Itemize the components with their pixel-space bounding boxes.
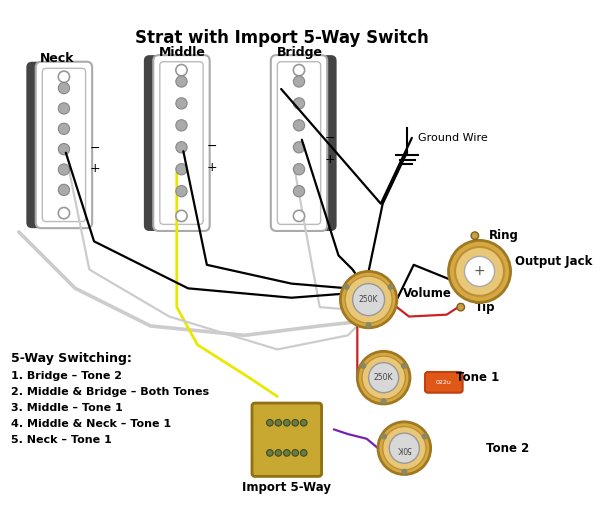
- Text: +: +: [89, 162, 100, 174]
- Circle shape: [301, 420, 307, 426]
- Circle shape: [176, 98, 187, 109]
- Circle shape: [368, 363, 398, 392]
- Circle shape: [266, 420, 273, 426]
- Text: Bridge: Bridge: [277, 46, 322, 59]
- Circle shape: [293, 64, 305, 76]
- Text: 022u: 022u: [436, 380, 452, 385]
- Circle shape: [388, 285, 393, 289]
- FancyBboxPatch shape: [144, 55, 200, 231]
- Circle shape: [292, 420, 299, 426]
- Circle shape: [344, 285, 349, 289]
- Circle shape: [353, 283, 385, 315]
- Circle shape: [455, 247, 504, 296]
- Circle shape: [362, 356, 405, 399]
- Circle shape: [358, 351, 410, 404]
- FancyBboxPatch shape: [43, 68, 86, 222]
- Circle shape: [457, 303, 464, 311]
- Circle shape: [361, 364, 365, 368]
- Circle shape: [176, 141, 187, 153]
- Circle shape: [176, 76, 187, 87]
- Text: Ground Wire: Ground Wire: [418, 133, 488, 143]
- Text: Import 5-Way: Import 5-Way: [242, 481, 331, 494]
- Circle shape: [340, 271, 397, 328]
- Circle shape: [381, 399, 386, 403]
- FancyBboxPatch shape: [280, 55, 337, 231]
- Text: Volume: Volume: [403, 288, 451, 300]
- Circle shape: [176, 210, 187, 222]
- Circle shape: [176, 185, 187, 197]
- Circle shape: [301, 450, 307, 456]
- Circle shape: [58, 71, 70, 82]
- Circle shape: [176, 64, 187, 76]
- FancyBboxPatch shape: [153, 55, 209, 231]
- Text: 250K: 250K: [359, 295, 379, 304]
- Circle shape: [58, 103, 70, 114]
- Text: 1. Bridge – Tone 2: 1. Bridge – Tone 2: [11, 371, 122, 381]
- FancyBboxPatch shape: [277, 62, 320, 224]
- Circle shape: [345, 276, 392, 323]
- Circle shape: [58, 82, 70, 94]
- Circle shape: [275, 420, 281, 426]
- Text: 2. Middle & Bridge – Both Tones: 2. Middle & Bridge – Both Tones: [11, 387, 209, 397]
- Circle shape: [283, 450, 290, 456]
- Circle shape: [283, 420, 290, 426]
- Text: −: −: [89, 141, 100, 155]
- Circle shape: [401, 364, 406, 368]
- FancyBboxPatch shape: [425, 372, 463, 392]
- Text: Strat with Import 5-Way Switch: Strat with Import 5-Way Switch: [135, 29, 429, 47]
- Circle shape: [266, 450, 273, 456]
- Circle shape: [471, 232, 479, 239]
- Circle shape: [293, 98, 305, 109]
- FancyBboxPatch shape: [271, 55, 327, 231]
- Circle shape: [58, 144, 70, 155]
- Text: 3. Middle – Tone 1: 3. Middle – Tone 1: [11, 403, 123, 413]
- FancyBboxPatch shape: [36, 62, 92, 228]
- Text: +: +: [207, 161, 217, 174]
- Text: 4. Middle & Neck – Tone 1: 4. Middle & Neck – Tone 1: [11, 419, 172, 429]
- Text: Tone 1: Tone 1: [456, 371, 499, 384]
- Circle shape: [366, 323, 371, 328]
- FancyBboxPatch shape: [26, 62, 83, 228]
- Circle shape: [176, 119, 187, 131]
- Text: Middle: Middle: [159, 46, 206, 59]
- Circle shape: [58, 208, 70, 219]
- Circle shape: [58, 123, 70, 135]
- Circle shape: [293, 76, 305, 87]
- Text: −: −: [207, 140, 217, 153]
- Circle shape: [58, 164, 70, 175]
- Circle shape: [293, 119, 305, 131]
- Text: Neck: Neck: [40, 52, 74, 66]
- Circle shape: [389, 433, 419, 463]
- Text: +: +: [474, 265, 485, 278]
- Circle shape: [422, 434, 427, 439]
- Text: +: +: [325, 153, 335, 166]
- Circle shape: [402, 470, 407, 474]
- Text: Output Jack: Output Jack: [515, 256, 593, 268]
- Text: −: −: [325, 132, 335, 145]
- Circle shape: [176, 163, 187, 175]
- Text: Tone 2: Tone 2: [486, 442, 529, 455]
- Circle shape: [383, 427, 426, 470]
- Circle shape: [293, 141, 305, 153]
- Text: 5. Neck – Tone 1: 5. Neck – Tone 1: [11, 435, 112, 445]
- Circle shape: [292, 450, 299, 456]
- Circle shape: [382, 434, 386, 439]
- Circle shape: [449, 241, 511, 302]
- Circle shape: [293, 210, 305, 222]
- FancyBboxPatch shape: [160, 62, 203, 224]
- Circle shape: [58, 184, 70, 195]
- FancyBboxPatch shape: [252, 403, 322, 476]
- Circle shape: [464, 256, 494, 287]
- Circle shape: [378, 422, 431, 475]
- Text: 50K: 50K: [397, 444, 412, 453]
- Text: Ring: Ring: [489, 229, 519, 242]
- Text: 250K: 250K: [374, 373, 394, 382]
- Circle shape: [293, 163, 305, 175]
- Text: Tip: Tip: [475, 301, 496, 314]
- Text: 5-Way Switching:: 5-Way Switching:: [11, 352, 132, 365]
- Circle shape: [293, 185, 305, 197]
- Circle shape: [275, 450, 281, 456]
